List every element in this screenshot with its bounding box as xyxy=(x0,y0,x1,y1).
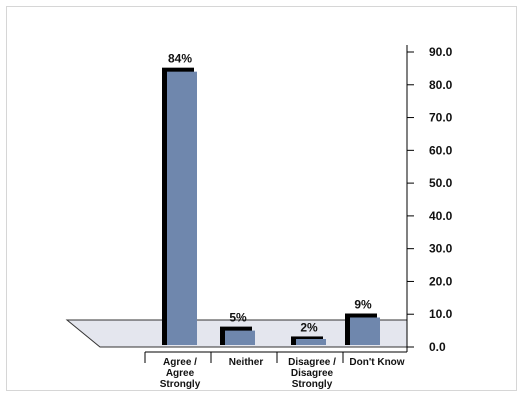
y-tick-label: 50.0 xyxy=(429,176,453,190)
y-tick-label: 80.0 xyxy=(429,78,453,92)
bar xyxy=(296,339,326,345)
bar-value-label: 2% xyxy=(300,320,318,334)
y-tick-label: 60.0 xyxy=(429,143,453,157)
x-tick-label: Disagree / xyxy=(288,357,336,368)
y-tick-label: 40.0 xyxy=(429,209,453,223)
x-tick-label: Agree / xyxy=(163,357,197,368)
y-tick-label: 20.0 xyxy=(429,274,453,288)
y-tick-label: 70.0 xyxy=(429,111,453,125)
x-tick-label: Don't Know xyxy=(349,357,404,368)
bar-value-label: 9% xyxy=(354,298,372,312)
bar xyxy=(167,71,197,346)
x-tick-label: Agree xyxy=(166,368,195,379)
y-tick-label: 90.0 xyxy=(429,45,453,59)
x-tick-label: Strongly xyxy=(160,379,201,390)
y-tick-label: 0.0 xyxy=(429,340,446,354)
bar-chart: 0.010.020.030.040.050.060.070.080.090.0 … xyxy=(65,45,453,390)
chart-frame: 0.0 10.0 20.0 30.0 40.0 50.0 60.0 70.0 80.0 90.0 … xyxy=(6,6,517,391)
bar xyxy=(350,317,380,345)
bar xyxy=(225,330,255,345)
bar-value-label: 5% xyxy=(229,311,247,325)
x-tick-label: Disagree xyxy=(291,368,334,379)
y-tick-label: 10.0 xyxy=(429,307,453,321)
x-tick-label: Neither xyxy=(229,357,264,368)
bar-value-label: 84% xyxy=(168,52,192,66)
y-tick-label: 30.0 xyxy=(429,242,453,256)
x-tick-label: Strongly xyxy=(292,379,333,390)
